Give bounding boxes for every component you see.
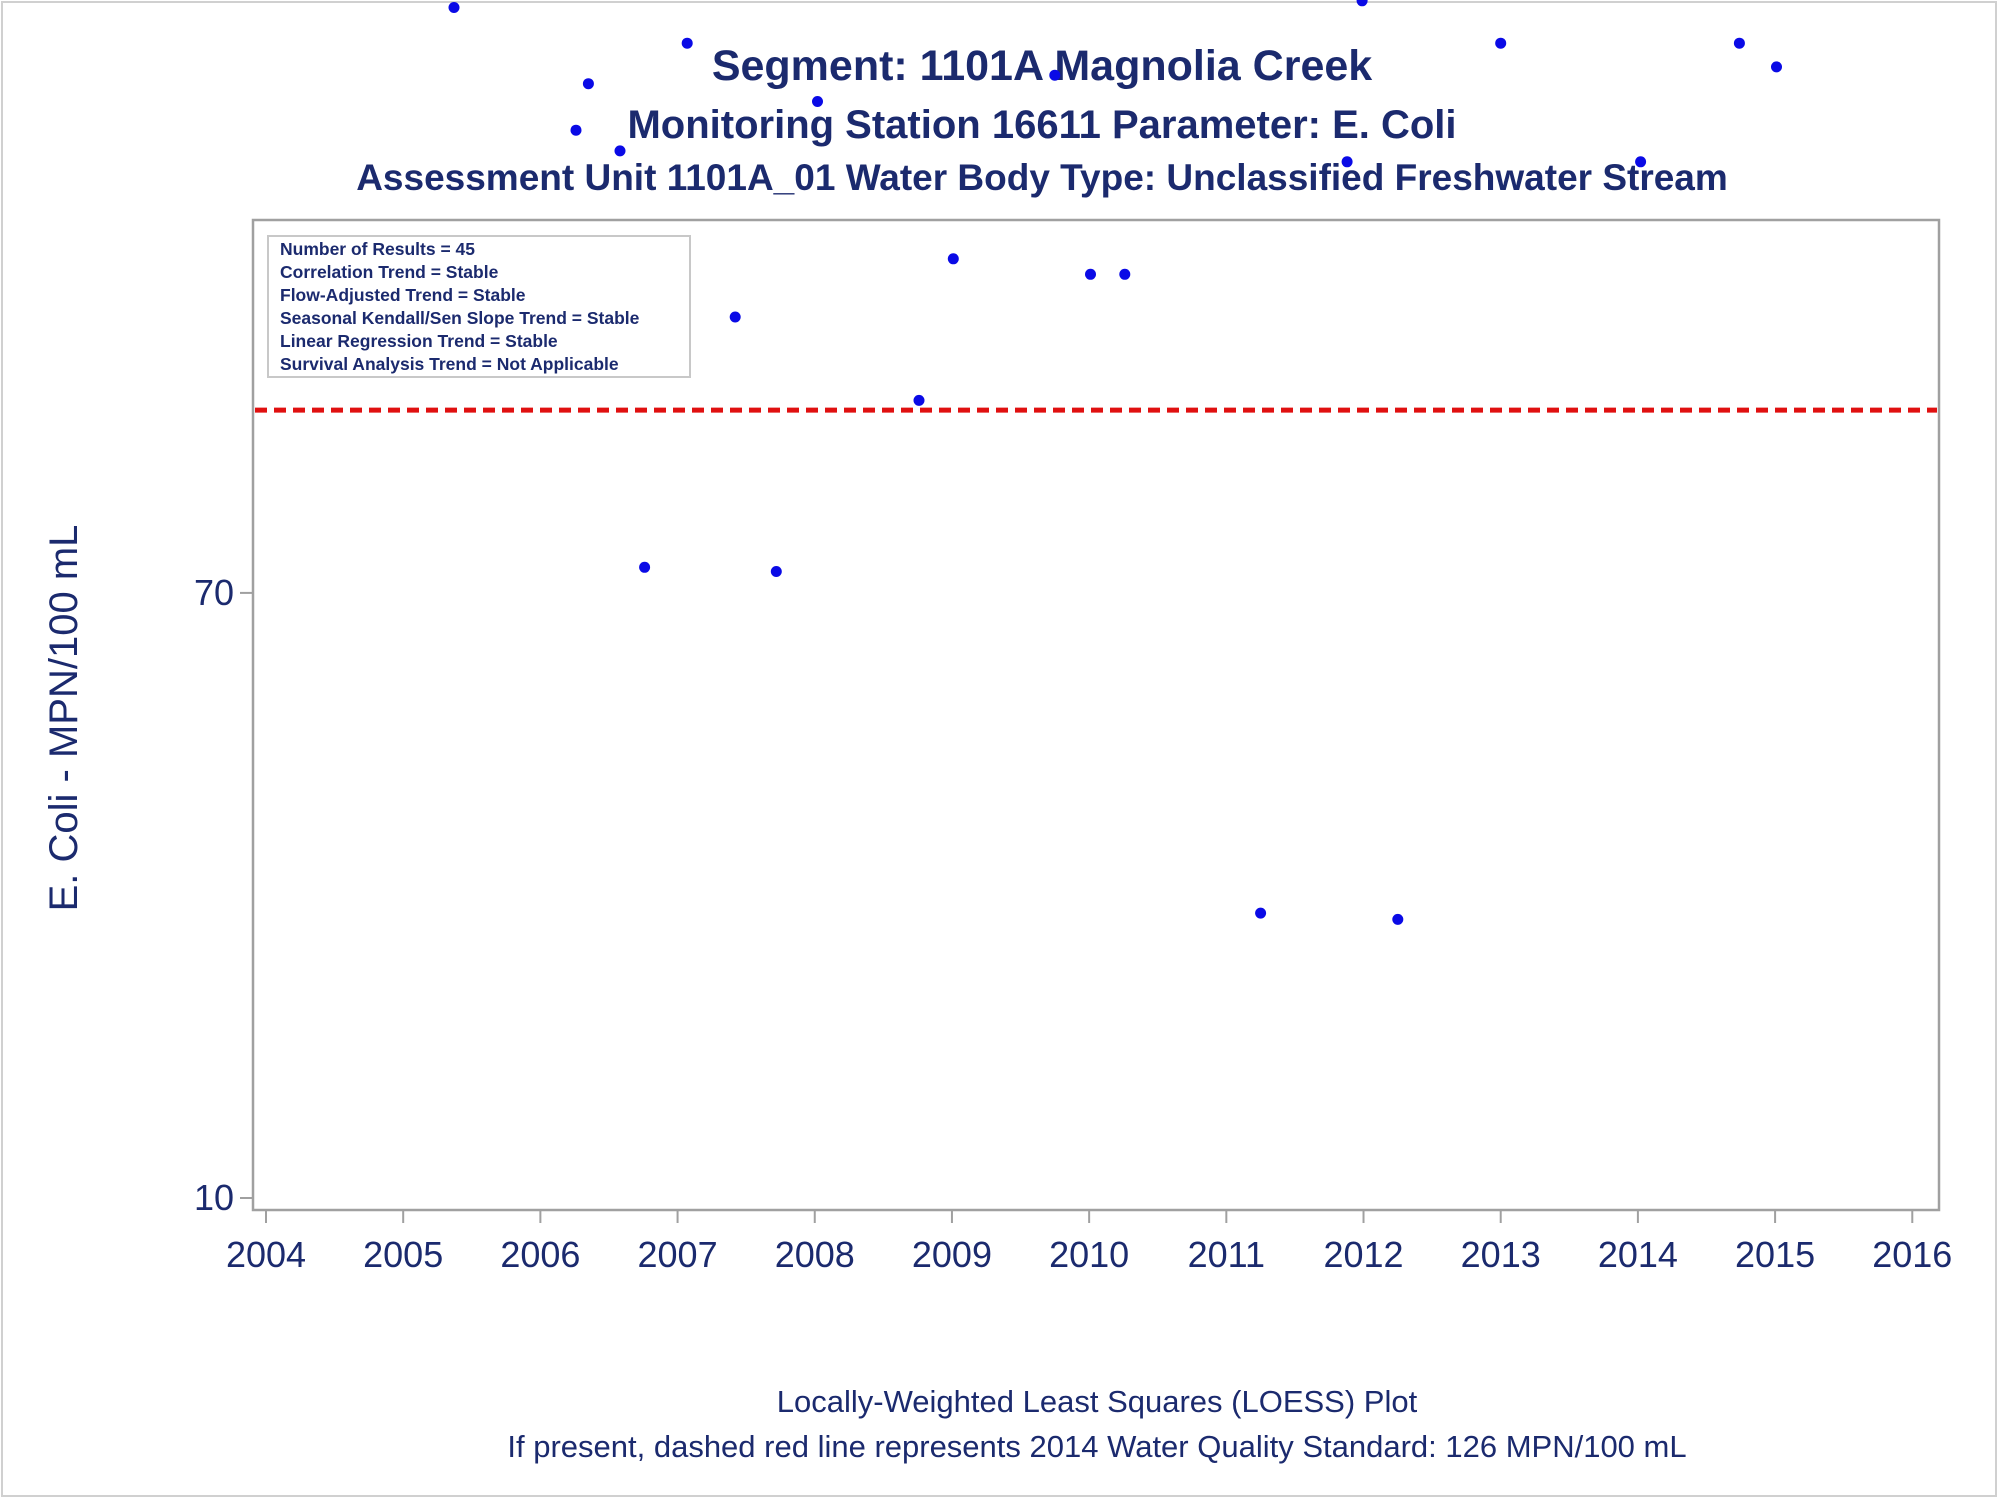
footnote-loess: Locally-Weighted Least Squares (LOESS) P… bbox=[777, 1384, 1418, 1419]
data-point bbox=[1085, 268, 1096, 280]
x-tick-label-2004: 2004 bbox=[226, 1234, 306, 1275]
x-tick-label-2008: 2008 bbox=[775, 1234, 855, 1275]
x-tick-label-2005: 2005 bbox=[363, 1234, 443, 1275]
x-tick-label-2016: 2016 bbox=[1872, 1234, 1952, 1275]
data-point bbox=[570, 124, 582, 136]
plot-area bbox=[251, 218, 1941, 1212]
chart-title: Segment: 1101A Magnolia Creek bbox=[712, 42, 1372, 90]
x-tick-label-2007: 2007 bbox=[638, 1234, 718, 1275]
stat-flow-adjusted-trend: Flow-Adjusted Trend = Stable bbox=[280, 285, 526, 305]
data-point bbox=[947, 253, 959, 265]
x-tick-label-2011: 2011 bbox=[1188, 1234, 1265, 1275]
stats-box: Number of Results = 45 Correlation Trend… bbox=[267, 235, 691, 378]
data-point bbox=[1495, 37, 1507, 49]
data-point bbox=[729, 311, 741, 323]
x-tick-label-2013: 2013 bbox=[1461, 1234, 1541, 1275]
stat-linear-regression-trend: Linear Regression Trend = Stable bbox=[280, 331, 558, 351]
data-point bbox=[1341, 156, 1353, 168]
data-point bbox=[1771, 61, 1782, 73]
data-point bbox=[1049, 69, 1061, 81]
data-point bbox=[639, 561, 651, 573]
data-point bbox=[1392, 913, 1404, 925]
stat-seasonal-kendall-trend: Seasonal Kendall/Sen Slope Trend = Stabl… bbox=[280, 308, 640, 328]
data-point bbox=[1733, 37, 1745, 49]
data-point bbox=[614, 145, 626, 157]
stat-survival-analysis-trend: Survival Analysis Trend = Not Applicable bbox=[280, 354, 619, 374]
x-tick-label-2014: 2014 bbox=[1598, 1234, 1678, 1275]
footnote-standard: If present, dashed red line represents 2… bbox=[507, 1429, 1686, 1464]
y-axis-label: E. Coli - MPN/100 mL bbox=[42, 525, 86, 912]
data-point bbox=[448, 2, 460, 13]
x-tick-label-2009: 2009 bbox=[912, 1234, 992, 1275]
x-axis: 2004 2005 2006 2007 2008 2009 2010 2011 2012 2013… bbox=[226, 1210, 1952, 1275]
data-point bbox=[770, 566, 782, 577]
stat-number-of-results: Number of Results = 45 bbox=[280, 239, 475, 259]
points-layer bbox=[374, 0, 1782, 925]
stat-correlation-trend: Correlation Trend = Stable bbox=[280, 262, 499, 282]
x-tick-label-2010: 2010 bbox=[1049, 1234, 1129, 1275]
data-point bbox=[1255, 907, 1267, 919]
y-tick-label-10: 10 bbox=[194, 1177, 234, 1218]
x-tick-label-2012: 2012 bbox=[1323, 1234, 1403, 1275]
y-tick-label-500: 500 bbox=[174, 0, 234, 2]
x-tick-label-2015: 2015 bbox=[1735, 1234, 1815, 1275]
chart-subtitle-1: Monitoring Station 16611 Parameter: E. C… bbox=[627, 103, 1456, 147]
data-point bbox=[1635, 156, 1647, 168]
chart-subtitle-2: Assessment Unit 1101A_01 Water Body Type… bbox=[356, 157, 1728, 198]
data-point bbox=[812, 96, 823, 107]
data-point bbox=[582, 78, 594, 90]
y-axis: 10705001000200030004500 bbox=[174, 0, 253, 1218]
data-point bbox=[913, 394, 925, 406]
y-tick-label-70: 70 bbox=[194, 572, 234, 613]
x-tick-label-2006: 2006 bbox=[500, 1234, 580, 1275]
data-point bbox=[681, 37, 693, 49]
data-point bbox=[1356, 0, 1368, 7]
data-point bbox=[1119, 268, 1131, 280]
stats-box-border bbox=[267, 235, 691, 378]
